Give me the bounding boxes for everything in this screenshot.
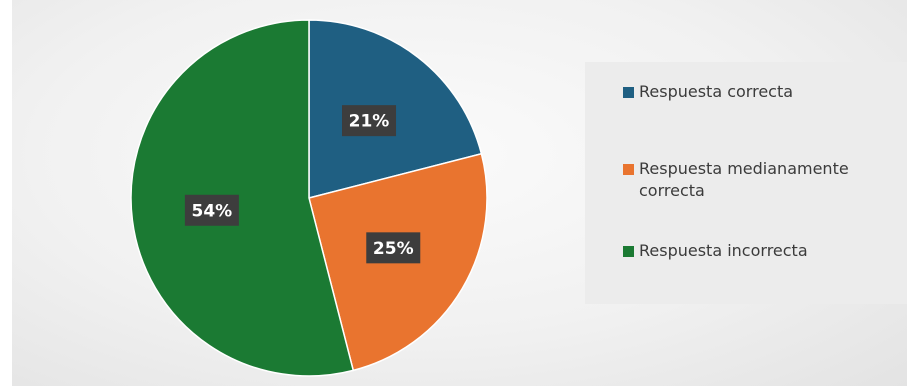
legend-label: Respuesta incorrecta	[639, 241, 808, 260]
legend: Respuesta correcta Respuesta medianament…	[585, 62, 907, 304]
legend-swatch-incorrecta	[623, 246, 634, 257]
legend-label: Respuesta correcta	[639, 82, 794, 101]
data-label-text: 21%	[349, 112, 390, 132]
legend-swatch-medianamente	[623, 164, 634, 175]
legend-item-correcta: Respuesta correcta	[585, 81, 905, 103]
data-label-box	[184, 194, 239, 226]
legend-item-incorrecta: Respuesta incorrecta	[585, 240, 905, 262]
chart-area: 21% 25% 54% Respuesta correcta Respuesta m…	[12, 0, 907, 386]
pie-slice-incorrecta	[130, 19, 355, 377]
data-label-text: 54%	[192, 201, 233, 221]
data-label-incorrecta: 54%	[184, 194, 239, 226]
data-label-box	[342, 105, 397, 137]
pie-chart: 21% 25% 54%	[130, 19, 488, 377]
legend-label: Respuesta medianamente correcta	[639, 159, 849, 200]
data-label-box	[366, 232, 421, 264]
legend-item-medianamente: Respuesta medianamente correcta	[585, 158, 875, 202]
data-label-text: 25%	[373, 239, 414, 259]
legend-swatch-correcta	[623, 87, 634, 98]
data-label-correcta: 21%	[342, 105, 397, 137]
data-label-medianamente: 25%	[366, 232, 421, 264]
